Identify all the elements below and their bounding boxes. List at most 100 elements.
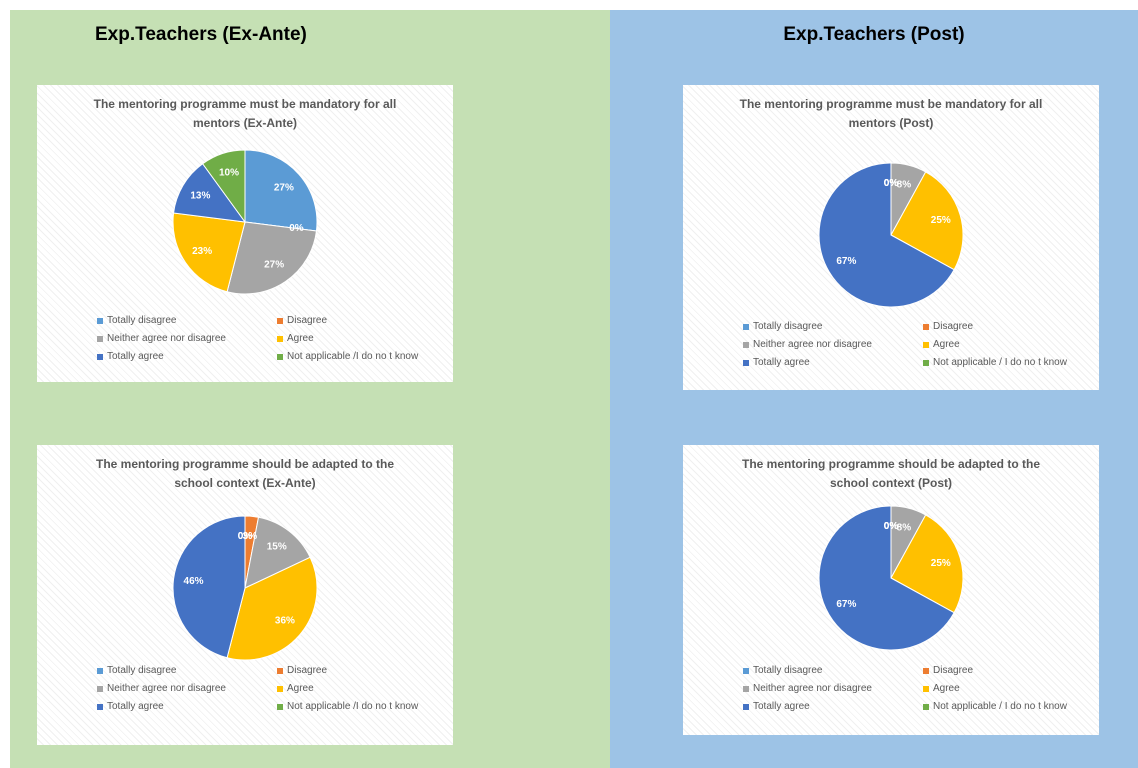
pie-chart: 0%3%15%36%46%0%: [172, 515, 318, 661]
data-label: 0%: [884, 521, 899, 532]
panel-title: Exp.Teachers (Post): [783, 24, 965, 45]
legend: Totally disagree Disagree Neither agree no…: [743, 321, 1083, 368]
legend-label: Not applicable /I do no t know: [287, 701, 419, 712]
data-label: 0%: [238, 531, 253, 542]
pie-slice: [173, 163, 247, 223]
data-label: 67%: [836, 256, 856, 267]
legend-label: Disagree: [933, 665, 974, 676]
legend-swatch: [743, 323, 749, 330]
legend-label: Totally disagree: [107, 315, 177, 326]
legend-item: Neither agree nor disagree: [743, 683, 923, 694]
data-label: 27%: [274, 182, 294, 193]
chart-box: The mentoring programme must be mandator…: [37, 85, 453, 382]
legend-swatch: [923, 685, 929, 692]
chart-title: The mentoring programme should be adapte…: [95, 457, 395, 490]
legend-swatch: [97, 353, 103, 360]
legend-item: Disagree: [923, 321, 1083, 332]
legend-swatch: [743, 685, 749, 692]
legend-label: Agree: [287, 683, 314, 694]
pie-slice: [172, 212, 246, 293]
legend-swatch: [923, 341, 929, 348]
legend-item: Agree: [277, 683, 437, 694]
legend-item: Disagree: [277, 315, 437, 326]
panel-title: Exp.Teachers (Ex-Ante): [95, 24, 307, 45]
legend-swatch: [277, 317, 283, 324]
legend-item: Totally agree: [97, 701, 277, 712]
legend-swatch: [923, 323, 929, 330]
data-label: 67%: [836, 599, 856, 610]
legend-label: Neither agree nor disagree: [753, 683, 872, 694]
data-label: 13%: [190, 190, 210, 201]
legend-label: Agree: [287, 333, 314, 344]
legend-item: Totally disagree: [97, 315, 277, 326]
legend-label: Totally disagree: [107, 665, 177, 676]
legend-item: Not applicable /I do no t know: [277, 701, 437, 712]
chart-title: The mentoring programme must be mandator…: [93, 97, 397, 130]
data-label: 0%: [884, 178, 899, 189]
chart-box: The mentoring programme must be mandator…: [683, 85, 1099, 390]
legend-swatch: [277, 685, 283, 692]
data-label: 0%: [238, 531, 253, 542]
data-label: 25%: [931, 558, 951, 569]
pie-slice: [226, 556, 318, 661]
pie-chart: 0%0%8%25%67%0%: [818, 505, 964, 651]
legend-item: Agree: [923, 683, 1083, 694]
pie-slice: [890, 171, 964, 271]
legend-label: Totally disagree: [753, 321, 823, 332]
legend-swatch: [97, 317, 103, 324]
chart-title: The mentoring programme should be adapte…: [741, 457, 1041, 490]
data-label: 27%: [264, 260, 284, 271]
legend-label: Disagree: [287, 665, 328, 676]
legend-label: Totally agree: [107, 701, 164, 712]
legend-label: Not applicable / I do no t know: [933, 701, 1067, 712]
legend-item: Neither agree nor disagree: [743, 339, 923, 350]
legend-swatch: [743, 359, 749, 366]
legend-swatch: [923, 667, 929, 674]
legend-swatch: [97, 335, 103, 342]
pie-slice: [172, 515, 246, 659]
legend-label: Totally agree: [753, 357, 810, 368]
data-label: 8%: [897, 179, 912, 190]
data-label: 25%: [931, 215, 951, 226]
legend-item: Agree: [277, 333, 437, 344]
legend-label: Not applicable / I do no t know: [933, 357, 1067, 368]
data-label: 0%: [884, 178, 899, 189]
pie-slice: [244, 516, 311, 589]
pie-slice: [226, 221, 317, 295]
legend-label: Not applicable /I do no t know: [287, 351, 419, 362]
legend-item: Not applicable /I do no t know: [277, 351, 437, 362]
legend-item: Totally agree: [743, 357, 923, 368]
pie-slice: [818, 505, 955, 651]
chart-title: The mentoring programme must be mandator…: [739, 97, 1043, 130]
legend-item: Disagree: [277, 665, 437, 676]
legend-swatch: [277, 703, 283, 710]
data-label: 0%: [884, 178, 899, 189]
legend-item: Not applicable / I do no t know: [923, 701, 1083, 712]
chart-box: The mentoring programme should be adapte…: [683, 445, 1099, 735]
legend-item: Totally agree: [97, 351, 277, 362]
legend-item: Totally agree: [743, 701, 923, 712]
pie-chart: 0%0%8%25%67%0%: [818, 162, 964, 308]
legend-swatch: [743, 341, 749, 348]
data-label: 0%: [289, 223, 304, 234]
data-label: 3%: [243, 531, 258, 542]
legend-swatch: [923, 359, 929, 366]
legend-swatch: [97, 667, 103, 674]
legend-swatch: [277, 335, 283, 342]
pie-chart: 27% 0% 27% 23% 13% 10%: [172, 149, 318, 295]
legend-label: Disagree: [933, 321, 974, 332]
chart-box: The mentoring programme should be adapte…: [37, 445, 453, 745]
legend-swatch: [743, 703, 749, 710]
legend-item: Totally disagree: [743, 321, 923, 332]
data-label: 36%: [275, 616, 295, 627]
legend-item: Neither agree nor disagree: [97, 333, 277, 344]
legend-label: Agree: [933, 339, 960, 350]
data-label: 0%: [884, 521, 899, 532]
legend-swatch: [97, 703, 103, 710]
legend-label: Totally agree: [107, 351, 164, 362]
data-label: 23%: [192, 246, 212, 257]
legend: Totally disagree Disagree Neither agree no…: [97, 315, 437, 362]
data-label: 10%: [219, 167, 239, 178]
legend-item: Not applicable / I do no t know: [923, 357, 1083, 368]
legend: Totally disagree Disagree Neither agree no…: [97, 665, 437, 712]
